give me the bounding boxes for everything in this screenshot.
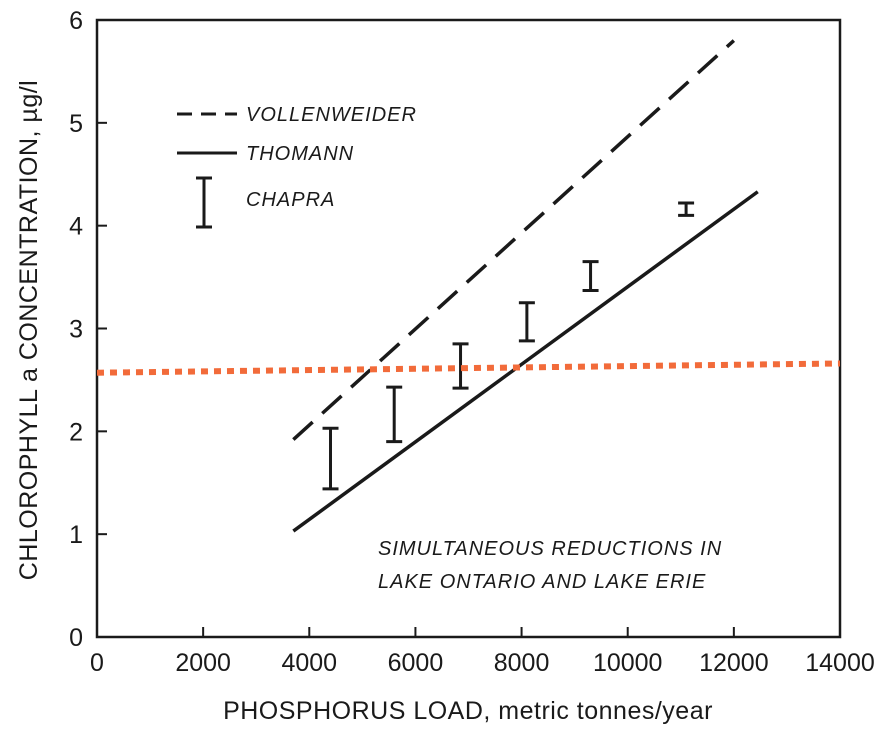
reference-line-layer bbox=[96, 360, 841, 376]
y-tick-label: 3 bbox=[69, 316, 83, 344]
chapra-error-bar bbox=[678, 201, 695, 217]
chapra-error-bar bbox=[386, 385, 403, 444]
legend-chapra-label: CHAPRA bbox=[246, 189, 335, 211]
chapra-error-bar bbox=[452, 342, 469, 390]
legend-vollenweider-label: VOLLENWEIDER bbox=[246, 104, 417, 126]
x-tick-label: 6000 bbox=[388, 649, 444, 677]
x-tick-label: 14000 bbox=[805, 649, 875, 677]
chapra-error-bar bbox=[518, 301, 535, 343]
annotation-line-1: SIMULTANEOUS REDUCTIONS IN bbox=[378, 538, 722, 560]
y-tick-label: 4 bbox=[69, 213, 83, 241]
chapra-error-bar bbox=[582, 260, 599, 292]
y-tick-label: 5 bbox=[69, 110, 83, 138]
x-tick-label: 8000 bbox=[494, 649, 550, 677]
annotation-line-2: LAKE ONTARIO AND LAKE ERIE bbox=[378, 571, 706, 593]
chapra-error-bar bbox=[322, 426, 339, 491]
x-tick-label: 12000 bbox=[699, 649, 769, 677]
legend: VOLLENWEIDER THOMANN CHAPRA bbox=[177, 104, 417, 229]
legend-chapra-swatch bbox=[196, 176, 212, 229]
x-tick-label: 2000 bbox=[175, 649, 231, 677]
legend-thomann-label: THOMANN bbox=[246, 143, 354, 165]
series-layer bbox=[292, 39, 759, 533]
y-tick-label: 2 bbox=[69, 418, 83, 446]
x-tick-label: 10000 bbox=[593, 649, 663, 677]
axis-ticks: 0 2000 4000 6000 8000 10000 12000 14000 0 1 2 3 4 5 6 bbox=[69, 7, 875, 677]
y-tick-label: 0 bbox=[69, 624, 83, 652]
x-tick-label: 4000 bbox=[281, 649, 337, 677]
thomann-line bbox=[292, 190, 759, 533]
vollenweider-line bbox=[292, 39, 736, 441]
x-axis-label: PHOSPHORUS LOAD, metric tonnes/year bbox=[223, 697, 713, 725]
reference-dotted-line bbox=[96, 360, 841, 376]
y-axis-label: CHLOROPHYLL a CONCENTRATION, µg/l bbox=[15, 80, 43, 580]
y-tick-label: 6 bbox=[69, 7, 83, 35]
x-tick-label: 0 bbox=[90, 649, 104, 677]
y-tick-label: 1 bbox=[69, 521, 83, 549]
